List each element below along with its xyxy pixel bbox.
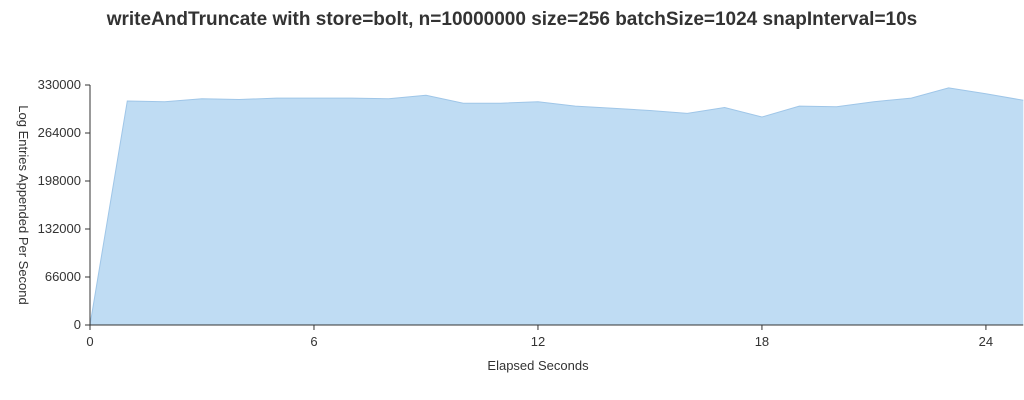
y-axis-title: Log Entries Appended Per Second bbox=[16, 105, 31, 304]
x-axis-title: Elapsed Seconds bbox=[487, 358, 589, 373]
x-tick-label: 12 bbox=[531, 334, 545, 349]
x-tick-label: 18 bbox=[755, 334, 769, 349]
y-tick-label: 0 bbox=[74, 317, 81, 332]
y-tick-label: 66000 bbox=[45, 269, 81, 284]
y-tick-label: 198000 bbox=[38, 173, 81, 188]
y-tick-label: 264000 bbox=[38, 125, 81, 140]
x-tick-label: 0 bbox=[86, 334, 93, 349]
axes: 0 66000 132000 198000 264000 330000 0 6 12 18 24 bbox=[38, 77, 1024, 349]
chart-title: writeAndTruncate with store=bolt, n=1000… bbox=[106, 9, 918, 30]
area-line bbox=[89, 87, 1024, 326]
x-tick-label: 6 bbox=[310, 334, 317, 349]
area-fill bbox=[90, 87, 1024, 326]
y-tick-label: 132000 bbox=[38, 221, 81, 236]
plot-area bbox=[89, 87, 1024, 326]
y-tick-label: 330000 bbox=[38, 77, 81, 92]
x-tick-label: 24 bbox=[979, 334, 993, 349]
